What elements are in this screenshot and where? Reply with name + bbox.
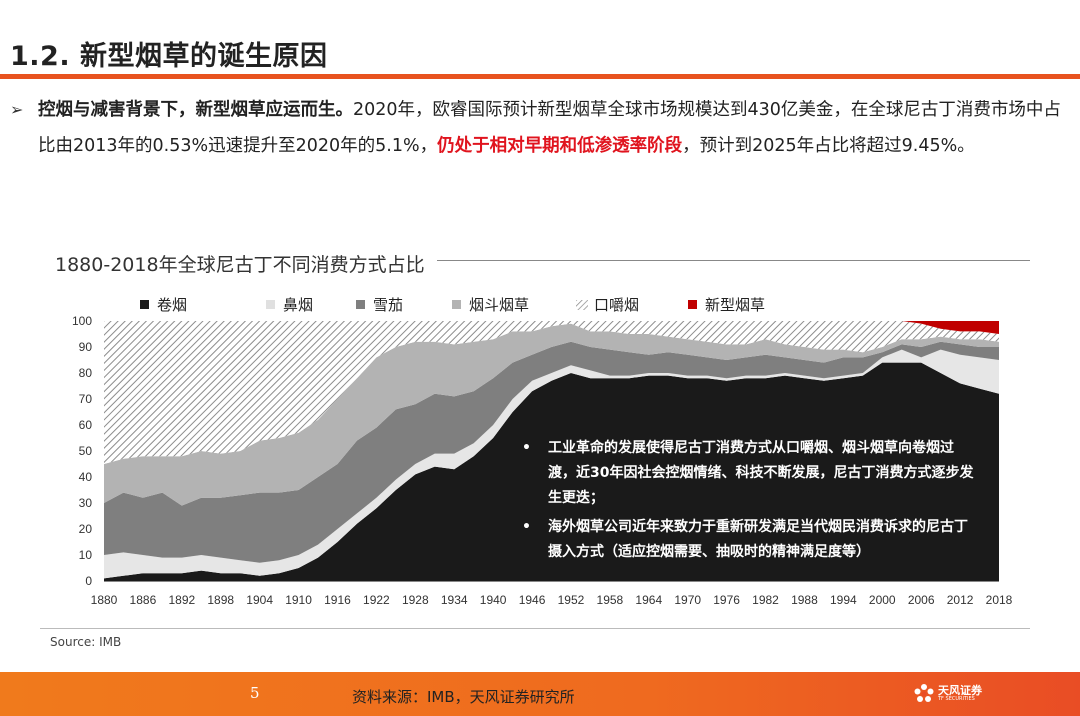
x-tick-label: 1964: [635, 593, 662, 607]
x-tick-label: 1922: [363, 593, 390, 607]
annotation-item: • 海外烟草公司近年来致力于重新研发满足当代烟民消费诉求的尼古丁摄入方式（适应控…: [520, 515, 980, 565]
x-tick-label: 1880: [91, 593, 118, 607]
legend-item-new-tobacco: 新型烟草: [688, 294, 765, 315]
intro-paragraph: 控烟与减害背景下，新型烟草应运而生。2020年，欧睿国际预计新型烟草全球市场规模…: [38, 92, 1068, 164]
y-tick-label: 40: [79, 470, 93, 484]
y-tick-label: 100: [72, 314, 92, 328]
x-tick-label: 1976: [713, 593, 740, 607]
area-series-2: [104, 341, 999, 563]
chart-title-rule: [437, 260, 1030, 261]
company-logo: 天风证券 TF SECURITIES: [912, 680, 992, 710]
y-tick-label: 60: [79, 418, 93, 432]
intro-bold-lead: 控烟与减害背景下，新型烟草应运而生。: [38, 100, 353, 120]
y-tick-label: 0: [85, 574, 92, 588]
title-underline: [0, 74, 1080, 79]
legend-swatch: [140, 300, 149, 309]
x-tick-label: 1916: [324, 593, 351, 607]
y-tick-label: 50: [79, 444, 93, 458]
x-tick-label: 2000: [869, 593, 896, 607]
x-tick-label: 1904: [246, 593, 273, 607]
annotation-item: • 工业革命的发展使得尼古丁消费方式从口嚼烟、烟斗烟草向卷烟过渡，近30年因社会…: [520, 436, 980, 511]
logo-text: 天风证券: [938, 684, 982, 697]
y-tick-label: 30: [79, 496, 93, 510]
chart-title: 1880-2018年全球尼古丁不同消费方式占比: [55, 254, 425, 276]
bullet-arrow-icon: ➢: [10, 100, 24, 119]
page-number: 5: [250, 684, 260, 702]
x-tick-label: 1940: [480, 593, 507, 607]
area-series-4: [104, 321, 999, 464]
area-series-0: [104, 362, 999, 581]
chart-annotation-box: • 工业革命的发展使得尼古丁消费方式从口嚼烟、烟斗烟草向卷烟过渡，近30年因社会…: [520, 436, 980, 569]
y-tick-label: 10: [79, 548, 93, 562]
legend-label: 卷烟: [157, 296, 188, 314]
area-series-3: [104, 323, 999, 506]
legend-item-chewing: 口嚼烟: [576, 294, 639, 315]
annotation-text: 海外烟草公司近年来致力于重新研发满足当代烟民消费诉求的尼古丁摄入方式（适应控烟需…: [548, 519, 968, 560]
legend-label: 新型烟草: [705, 296, 766, 314]
x-tick-label: 1970: [674, 593, 701, 607]
footer-source: 资料来源：IMB，天风证券研究所: [352, 688, 575, 706]
y-tick-label: 20: [79, 522, 93, 536]
source-divider: [40, 628, 1030, 629]
bullet-dot-icon: •: [522, 519, 531, 535]
legend-swatch: [266, 300, 275, 309]
legend-item-pipe: 烟斗烟草: [452, 294, 529, 315]
x-tick-label: 1928: [402, 593, 429, 607]
x-tick-label: 1994: [830, 593, 857, 607]
legend-item-cigar: 雪茄: [356, 294, 403, 315]
x-tick-label: 1952: [558, 593, 585, 607]
x-tick-label: 1934: [441, 593, 468, 607]
x-tick-label: 2012: [947, 593, 974, 607]
x-tick-label: 1898: [207, 593, 234, 607]
x-tick-label: 1910: [285, 593, 312, 607]
legend-label: 鼻烟: [283, 296, 314, 314]
logo-subtext: TF SECURITIES: [938, 696, 975, 702]
legend-label: 烟斗烟草: [469, 296, 530, 314]
footer-bar: 5 资料来源：IMB，天风证券研究所 天风证券 TF SECURITIES: [0, 672, 1080, 716]
y-tick-label: 80: [79, 366, 93, 380]
x-tick-label: 2018: [986, 593, 1013, 607]
legend-swatch: [356, 300, 365, 309]
y-tick-label: 90: [79, 340, 93, 354]
x-tick-label: 1982: [752, 593, 779, 607]
bullet-dot-icon: •: [522, 440, 531, 456]
legend-swatch: [452, 300, 461, 309]
legend-swatch-hatch: [576, 300, 588, 310]
legend-label: 雪茄: [373, 296, 404, 314]
intro-text-2: ，预计到2025年占比将超过9.45%。: [682, 136, 975, 156]
annotation-text: 工业革命的发展使得尼古丁消费方式从口嚼烟、烟斗烟草向卷烟过渡，近30年因社会控烟…: [548, 440, 974, 506]
x-tick-label: 1886: [130, 593, 157, 607]
x-tick-label: 1946: [519, 593, 546, 607]
intro-text-1: 2020年，欧睿国际预计新型烟草全球市场规模达到430亿美金，在全球尼古丁消费市…: [38, 100, 1061, 156]
x-tick-label: 2006: [908, 593, 935, 607]
x-tick-label: 1958: [597, 593, 624, 607]
legend-label: 口嚼烟: [594, 296, 640, 314]
y-tick-label: 70: [79, 392, 93, 406]
chart-source: Source: IMB: [50, 635, 122, 649]
flower-logo-icon: [914, 684, 934, 702]
intro-red-highlight: 仍处于相对早期和低渗透率阶段: [437, 136, 683, 156]
legend-swatch: [688, 300, 697, 309]
page-title: 1.2. 新型烟草的诞生原因: [10, 41, 328, 72]
x-tick-label: 1988: [791, 593, 818, 607]
legend-item-snuff: 鼻烟: [266, 294, 313, 315]
x-tick-label: 1892: [168, 593, 195, 607]
legend-item-cigarette: 卷烟: [140, 294, 187, 315]
